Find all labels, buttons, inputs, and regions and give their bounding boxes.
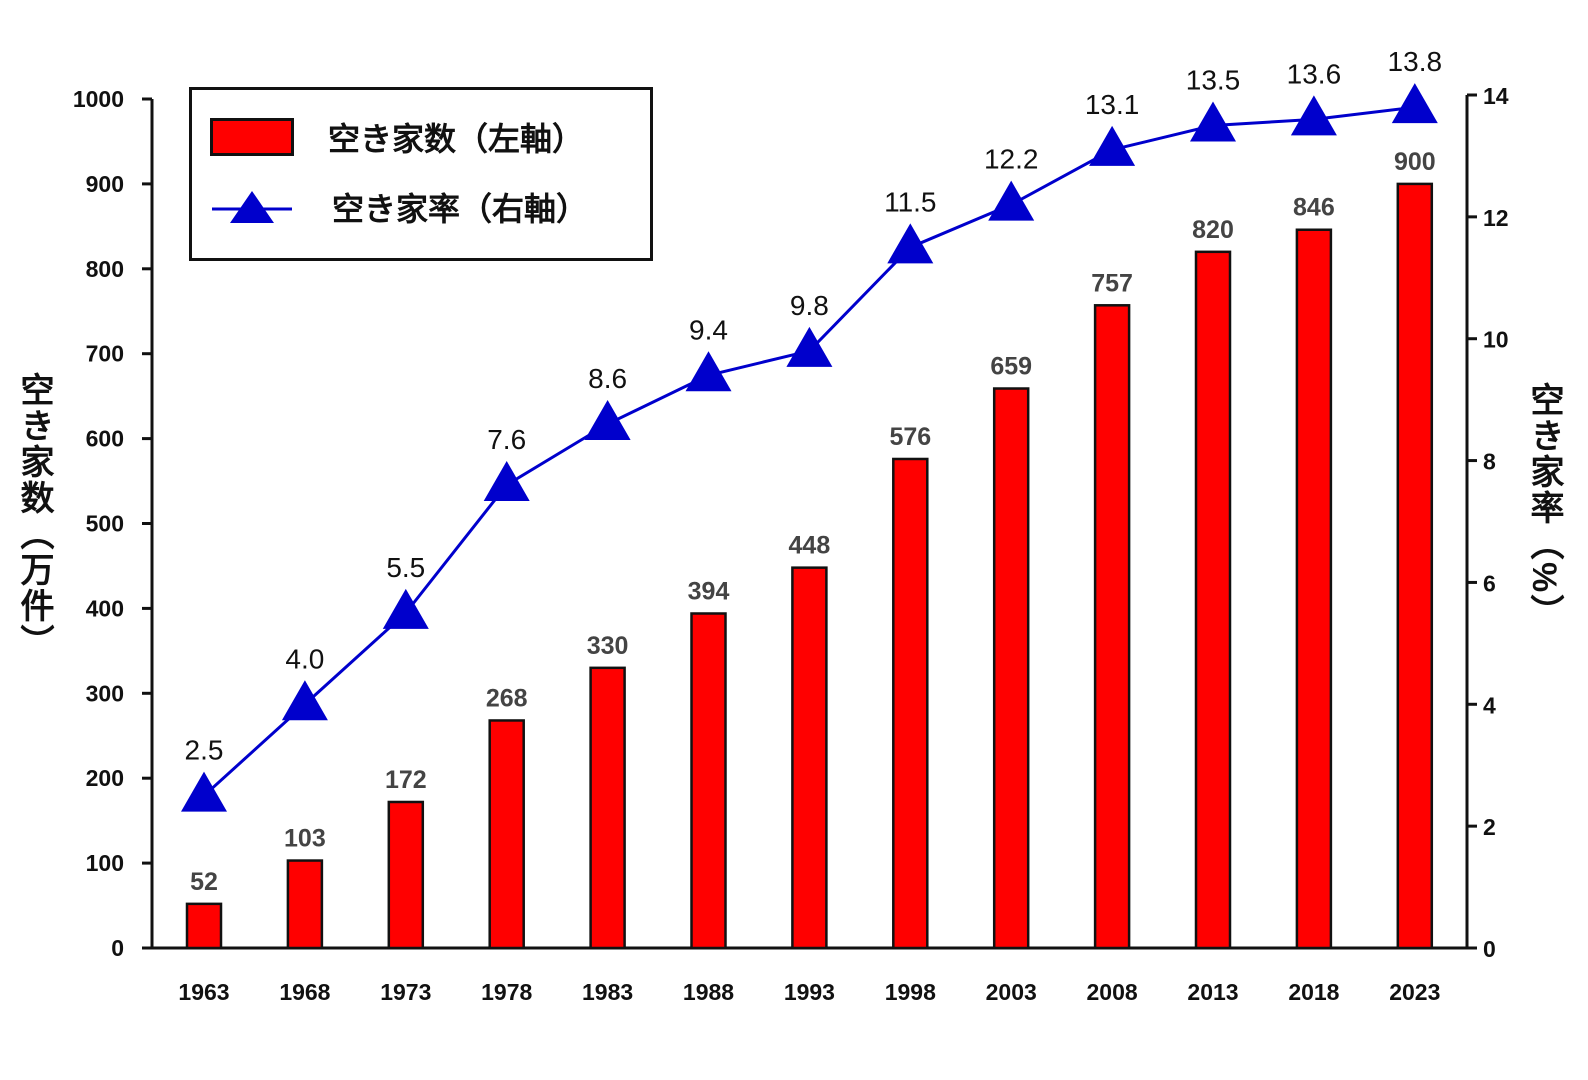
- right-tick-label: 6: [1483, 570, 1496, 596]
- line-value-label: 12.2: [984, 144, 1039, 175]
- x-tick-label: 1973: [380, 979, 431, 1005]
- bar-value-label: 659: [990, 353, 1032, 381]
- left-tick-label: 600: [86, 426, 124, 452]
- line-value-label: 4.0: [285, 643, 324, 674]
- left-tick-label: 500: [86, 511, 124, 537]
- line-value-label: 13.8: [1388, 46, 1443, 77]
- x-tick-label: 1983: [582, 979, 633, 1005]
- line-value-label: 13.6: [1287, 58, 1342, 89]
- right-tick-label: 10: [1483, 327, 1509, 353]
- bar: [690, 612, 727, 950]
- right-axis-title: 空き家率（%）: [1525, 382, 1563, 631]
- bar: [1194, 250, 1232, 950]
- right-tick-label: 12: [1483, 205, 1509, 231]
- line-point-triangle: [181, 771, 227, 812]
- legend-item-line: 空き家率（右軸）: [210, 184, 588, 230]
- line-point-triangle: [1089, 125, 1136, 166]
- bar-value-label: 103: [284, 825, 326, 853]
- left-axis-title: 空き家数（万件）: [15, 372, 53, 660]
- bar: [589, 666, 626, 950]
- bar: [1295, 228, 1333, 950]
- right-tick-label: 2: [1483, 814, 1496, 840]
- line-value-label: 8.6: [588, 363, 627, 394]
- x-tick-label: 1963: [178, 979, 229, 1005]
- line-value-label: 5.5: [386, 552, 425, 583]
- left-tick-label: 900: [86, 171, 124, 197]
- bar-value-label: 330: [587, 632, 629, 660]
- line-point-triangle: [1391, 83, 1438, 124]
- bar-value-label: 394: [688, 577, 730, 605]
- bar: [488, 719, 525, 950]
- legend-bar-swatch: [210, 118, 294, 156]
- line-point-triangle: [483, 460, 530, 501]
- legend-item-bars: 空き家数（左軸）: [210, 114, 584, 160]
- x-tick-label: 1998: [885, 979, 936, 1005]
- line-value-label: 13.1: [1085, 89, 1140, 120]
- bar-value-label: 52: [190, 868, 218, 896]
- bar-value-label: 172: [385, 766, 427, 794]
- line-value-label: 11.5: [884, 186, 936, 217]
- line-value-label: 2.5: [185, 735, 224, 766]
- bar-value-label: 448: [789, 532, 831, 560]
- left-tick-label: 100: [86, 850, 124, 876]
- x-tick-label: 2013: [1187, 979, 1238, 1005]
- bar-value-label: 900: [1394, 148, 1436, 176]
- x-tick-label: 1993: [784, 979, 835, 1005]
- left-tick-label: 400: [86, 595, 124, 621]
- x-tick-label: 2008: [1087, 979, 1138, 1005]
- bar: [286, 859, 324, 950]
- x-tick-label: 2018: [1288, 979, 1339, 1005]
- x-tick-label: 1988: [683, 979, 734, 1005]
- line-value-label: 9.4: [689, 314, 728, 345]
- line-point-triangle: [584, 400, 631, 441]
- line-point-triangle: [1290, 95, 1337, 136]
- line-point-triangle: [281, 680, 328, 721]
- left-tick-label: 0: [111, 935, 124, 961]
- bar-value-label: 576: [889, 423, 931, 451]
- legend-label-line: 空き家率（右軸）: [332, 191, 589, 227]
- bar-value-label: 757: [1091, 269, 1133, 297]
- left-tick-label: 300: [86, 680, 124, 706]
- right-tick-label: 14: [1483, 83, 1509, 109]
- bar-value-label: 820: [1192, 216, 1234, 244]
- bar-value-label: 268: [486, 684, 528, 712]
- x-tick-label: 1968: [279, 979, 330, 1005]
- bar: [1396, 182, 1434, 950]
- bar: [992, 387, 1030, 950]
- line-value-label: 13.5: [1186, 64, 1241, 95]
- left-tick-label: 1000: [73, 86, 124, 112]
- left-tick-label: 800: [86, 256, 124, 282]
- bar-value-label: 846: [1293, 194, 1335, 222]
- legend-line-triangle-icon: [212, 191, 292, 223]
- right-tick-label: 0: [1483, 936, 1496, 962]
- bar: [791, 566, 828, 950]
- x-tick-label: 2023: [1389, 979, 1440, 1005]
- left-tick-label: 700: [86, 341, 124, 367]
- bar: [892, 457, 929, 950]
- line-point-triangle: [786, 326, 833, 367]
- bar: [387, 800, 425, 950]
- line-point-triangle: [887, 223, 934, 264]
- x-tick-label: 2003: [986, 979, 1037, 1005]
- right-tick-label: 8: [1483, 449, 1496, 475]
- right-tick-label: 4: [1483, 692, 1496, 718]
- line-value-label: 7.6: [487, 424, 526, 455]
- left-tick-label: 200: [86, 765, 124, 791]
- line-point-triangle: [382, 588, 429, 629]
- x-tick-label: 1978: [481, 979, 532, 1005]
- line-point-triangle: [1190, 101, 1236, 142]
- line-point-triangle: [988, 180, 1035, 221]
- line-point-triangle: [685, 351, 732, 392]
- legend-label-bars: 空き家数（左軸）: [328, 121, 585, 157]
- bar: [1093, 304, 1131, 950]
- bar: [185, 902, 223, 950]
- line-value-label: 9.8: [790, 290, 829, 321]
- legend: 空き家数（左軸） 空き家率（右軸）: [189, 87, 653, 261]
